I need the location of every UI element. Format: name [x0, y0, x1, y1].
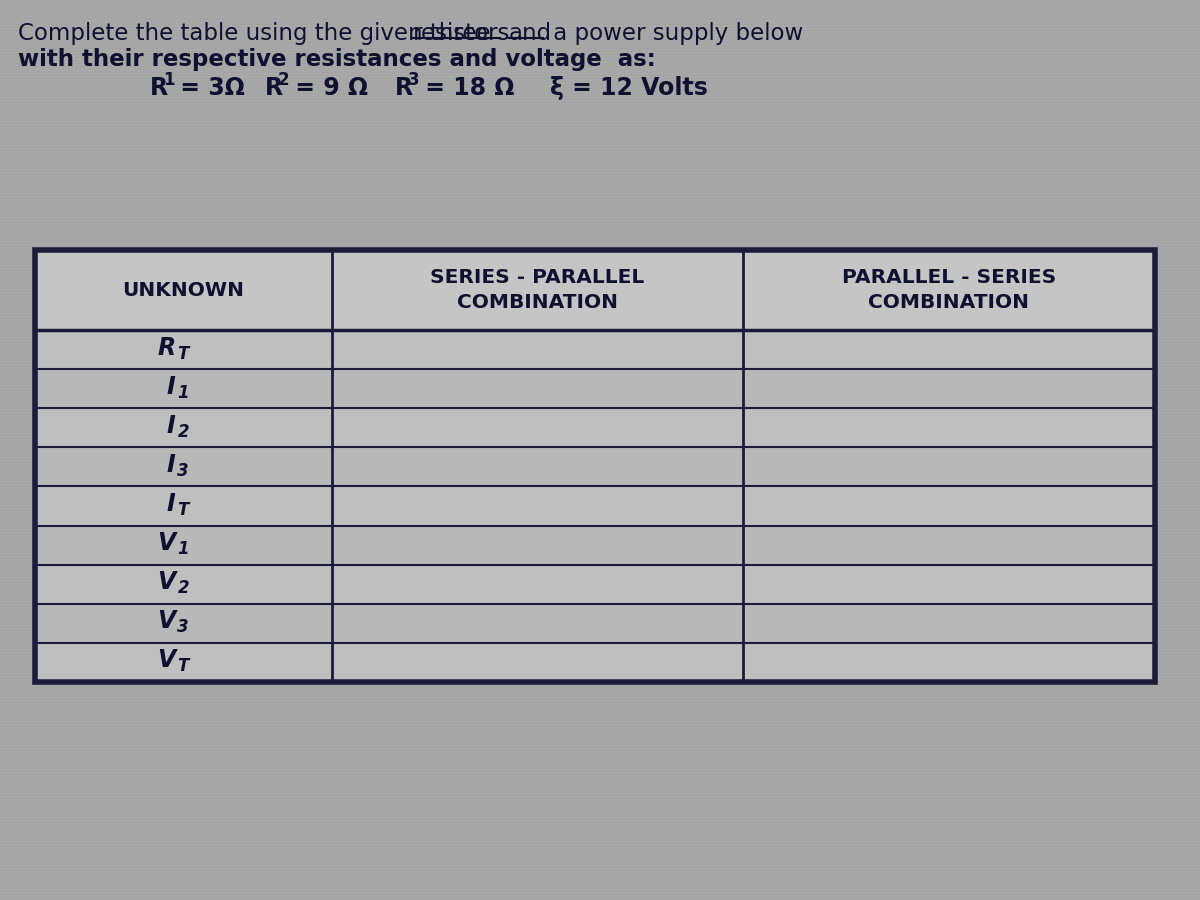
Text: V: V — [157, 531, 175, 555]
Bar — [35, 409, 1154, 447]
Text: T: T — [178, 345, 188, 363]
Text: I: I — [167, 453, 175, 477]
Text: and: and — [509, 22, 552, 45]
Text: 3: 3 — [408, 71, 420, 89]
Bar — [35, 526, 1154, 564]
Text: a power supply below: a power supply below — [546, 22, 803, 45]
Bar — [35, 447, 1154, 486]
Bar — [35, 564, 1154, 604]
Text: ξ = 12 Volts: ξ = 12 Volts — [550, 76, 708, 100]
Text: R: R — [150, 76, 168, 100]
Text: = 18 Ω: = 18 Ω — [418, 76, 515, 100]
Text: PARALLEL - SERIES
COMBINATION: PARALLEL - SERIES COMBINATION — [841, 268, 1056, 312]
Text: V: V — [157, 571, 175, 594]
Text: V: V — [157, 609, 175, 634]
Bar — [35, 250, 1154, 682]
Text: 2: 2 — [278, 71, 289, 89]
Bar — [35, 643, 1154, 682]
Text: resistors: resistors — [413, 22, 510, 45]
Text: I: I — [167, 492, 175, 516]
Text: Complete the table using the given three: Complete the table using the given three — [18, 22, 498, 45]
Text: = 3Ω: = 3Ω — [172, 76, 245, 100]
Text: = 9 Ω: = 9 Ω — [287, 76, 368, 100]
Text: 1: 1 — [178, 540, 190, 558]
Bar — [35, 330, 1154, 369]
Text: R: R — [395, 76, 413, 100]
Text: R: R — [157, 336, 175, 360]
Text: UNKNOWN: UNKNOWN — [122, 281, 245, 300]
Text: 2: 2 — [178, 423, 190, 441]
Text: 3: 3 — [178, 618, 190, 636]
Bar — [35, 486, 1154, 526]
Text: T: T — [178, 501, 188, 519]
Text: SERIES - PARALLEL
COMBINATION: SERIES - PARALLEL COMBINATION — [430, 268, 644, 312]
Text: 1: 1 — [163, 71, 174, 89]
Text: with their respective resistances and voltage  as:: with their respective resistances and vo… — [18, 48, 655, 71]
Text: V: V — [157, 648, 175, 672]
Text: 2: 2 — [178, 580, 190, 598]
Bar — [35, 369, 1154, 409]
Text: 3: 3 — [178, 462, 190, 480]
Text: I: I — [167, 374, 175, 399]
Text: 1: 1 — [178, 383, 190, 401]
Text: I: I — [167, 414, 175, 437]
Text: T: T — [178, 657, 188, 675]
Bar — [35, 250, 1154, 330]
Bar — [35, 250, 1154, 682]
Text: R: R — [265, 76, 283, 100]
Bar — [35, 604, 1154, 643]
